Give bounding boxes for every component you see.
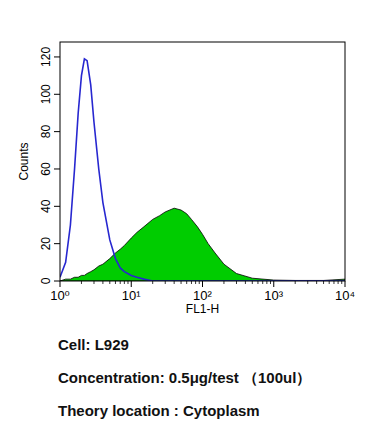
- caption: Concentration: 0.5μg/test （100ul）: [58, 369, 311, 386]
- y-tick: [54, 131, 60, 132]
- y-tick: [54, 94, 60, 95]
- x-minor-tick: [307, 281, 308, 284]
- y-tick-label: 80: [39, 125, 53, 139]
- x-minor-tick: [338, 281, 339, 284]
- x-tick: [273, 281, 274, 287]
- x-minor-tick: [270, 281, 271, 284]
- y-tick-label: 40: [39, 199, 53, 213]
- x-minor-tick: [186, 281, 187, 284]
- x-minor-tick: [236, 281, 237, 284]
- y-tick: [54, 281, 60, 282]
- x-minor-tick: [252, 281, 253, 284]
- x-minor-tick: [341, 281, 342, 284]
- x-minor-tick: [333, 281, 334, 284]
- caption: Cell: L929: [58, 336, 129, 353]
- y-tick-label: 100: [39, 84, 53, 104]
- x-minor-tick: [316, 281, 317, 284]
- x-minor-tick: [295, 281, 296, 284]
- caption: Theory location : Cytoplasm: [58, 402, 260, 419]
- x-minor-tick: [109, 281, 110, 284]
- x-minor-tick: [81, 281, 82, 284]
- y-axis-label: Counts: [17, 142, 31, 180]
- x-minor-tick: [223, 281, 224, 284]
- y-tick: [54, 206, 60, 207]
- x-minor-tick: [181, 281, 182, 284]
- x-tick-label: 10⁰: [50, 288, 70, 303]
- x-tick-label: 10⁴: [335, 288, 355, 303]
- x-minor-tick: [191, 281, 192, 284]
- plot-data: [60, 59, 345, 281]
- x-minor-tick: [102, 281, 103, 284]
- chart: 10⁰ 10¹ 10² 10³ 10⁴ 0 20 40 60 80 100 120 FL1-H Count…: [0, 0, 392, 442]
- x-tick-label: 10¹: [122, 288, 141, 303]
- x-minor-tick: [245, 281, 246, 284]
- x-minor-tick: [257, 281, 258, 284]
- x-minor-tick: [195, 281, 196, 284]
- x-minor-tick: [152, 281, 153, 284]
- x-tick: [345, 281, 346, 287]
- y-tick-label: 60: [39, 162, 53, 176]
- x-tick-label: 10²: [193, 288, 212, 303]
- x-minor-tick: [262, 281, 263, 284]
- x-axis-label: FL1-H: [186, 302, 219, 316]
- y-tick-label: 20: [39, 237, 53, 251]
- histogram-line: [60, 59, 345, 281]
- x-minor-tick: [323, 281, 324, 284]
- x-tick: [131, 281, 132, 287]
- x-minor-tick: [127, 281, 128, 284]
- x-minor-tick: [165, 281, 166, 284]
- x-minor-tick: [329, 281, 330, 284]
- x-tick: [202, 281, 203, 287]
- y-tick-label: 120: [39, 47, 53, 67]
- x-tick: [60, 281, 61, 287]
- y-tick: [54, 56, 60, 57]
- x-minor-tick: [199, 281, 200, 284]
- y-tick: [54, 243, 60, 244]
- x-tick-label: 10³: [264, 288, 283, 303]
- plot-frame: [60, 42, 345, 281]
- x-minor-tick: [174, 281, 175, 284]
- y-tick: [54, 168, 60, 169]
- histogram-area: [60, 208, 345, 281]
- x-minor-tick: [124, 281, 125, 284]
- x-minor-tick: [115, 281, 116, 284]
- x-minor-tick: [120, 281, 121, 284]
- x-minor-tick: [93, 281, 94, 284]
- x-minor-tick: [266, 281, 267, 284]
- y-tick-label: 0: [39, 277, 53, 284]
